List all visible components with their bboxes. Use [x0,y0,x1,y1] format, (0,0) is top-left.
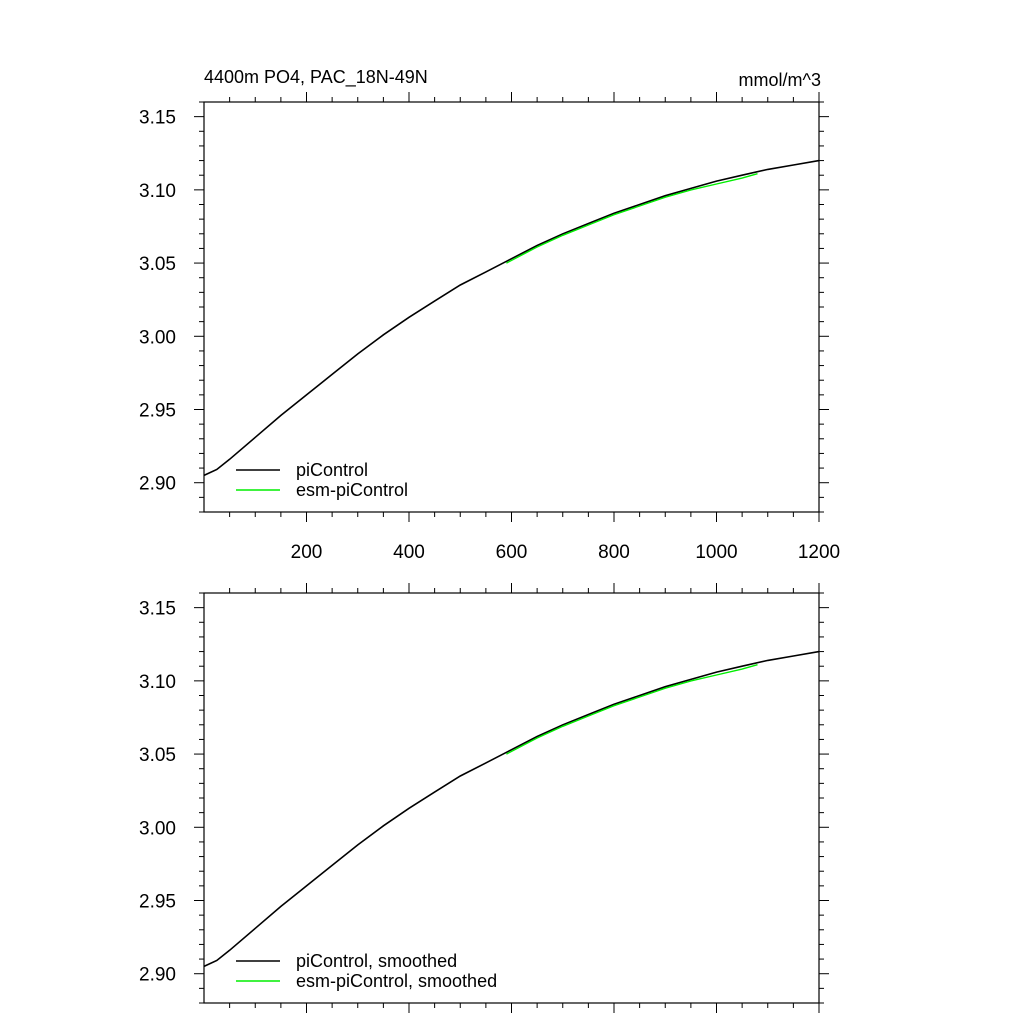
chart-title: 4400m PO4, PAC_18N-49N [204,67,428,88]
series-line-esm-picontrol [506,664,758,755]
x-tick-label: 800 [598,542,630,563]
plot-frame [203,101,820,513]
plot-frame [203,592,820,1004]
y-tick-label: 3.15 [139,599,176,620]
x-tick-label: 1200 [798,542,840,563]
y-tick-label: 3.10 [139,181,176,202]
y-tick-label: 2.90 [139,965,176,986]
legend-label: piControl, smoothed [296,951,457,971]
bottom-panel: 2.90 2.95 3.00 3.05 3.10 3.15 piControl, smoot… [139,583,829,1013]
x-tick-label: 600 [496,542,528,563]
y-tick-label: 2.95 [139,892,176,913]
x-tick-label: 200 [291,542,323,563]
legend-label: piControl [296,460,368,480]
y-tick-label: 3.00 [139,818,176,839]
legend-label: esm-piControl, smoothed [296,971,497,991]
y-tick-label: 3.15 [139,108,176,129]
series-line-esm-picontrol [506,173,758,264]
y-tick-label: 3.05 [139,745,176,766]
y-tick-label: 3.00 [139,327,176,348]
top-panel: 2.90 2.95 3.00 3.05 3.10 3.15 200 400 600 800 1000… [139,67,840,563]
y-tick-label: 2.95 [139,401,176,422]
series-line-picontrol [203,159,820,477]
legend-label: esm-piControl [296,480,408,500]
y-tick-label: 3.05 [139,254,176,275]
series-line-picontrol [203,650,820,968]
y-tick-label: 3.10 [139,672,176,693]
y-tick-label: 2.90 [139,474,176,495]
units-label: mmol/m^3 [739,70,821,90]
x-tick-label: 1000 [695,542,737,563]
x-tick-label: 400 [393,542,425,563]
